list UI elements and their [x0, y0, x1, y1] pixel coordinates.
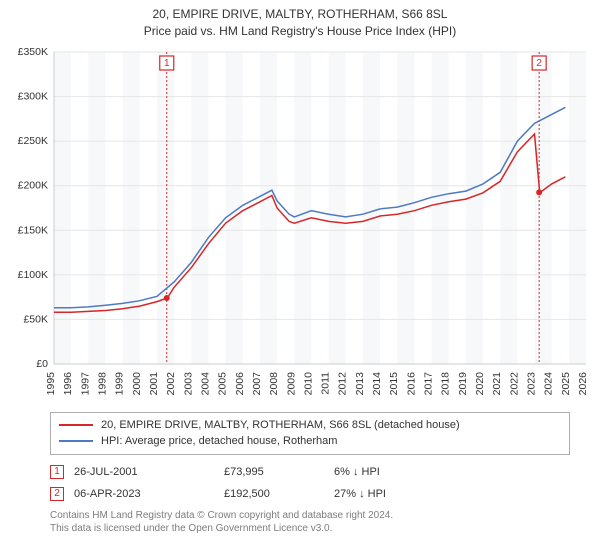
sales-table: 1 26-JUL-2001 £73,995 6% ↓ HPI 2 06-APR-2023 £…: [50, 465, 570, 501]
svg-text:2000: 2000: [131, 371, 143, 395]
svg-text:2014: 2014: [371, 371, 383, 395]
svg-text:2013: 2013: [354, 371, 366, 395]
svg-text:1995: 1995: [45, 371, 57, 395]
sale-hpi-diff: 6% ↓ HPI: [334, 466, 454, 478]
svg-text:2: 2: [536, 58, 542, 69]
svg-text:2022: 2022: [508, 371, 520, 395]
chart-subtitle: Price paid vs. HM Land Registry's House …: [6, 23, 594, 40]
legend-swatch: [59, 440, 93, 442]
svg-text:2018: 2018: [440, 371, 452, 395]
svg-text:1: 1: [164, 58, 170, 69]
svg-text:2015: 2015: [388, 371, 400, 395]
sale-date: 06-APR-2023: [74, 488, 214, 500]
sale-date: 26-JUL-2001: [74, 466, 214, 478]
svg-text:2004: 2004: [199, 371, 211, 395]
svg-text:£0: £0: [36, 358, 48, 370]
legend-box: 20, EMPIRE DRIVE, MALTBY, ROTHERHAM, S66…: [50, 412, 570, 455]
svg-text:2002: 2002: [165, 371, 177, 395]
svg-text:£50K: £50K: [23, 313, 48, 325]
svg-text:2026: 2026: [577, 371, 589, 395]
svg-text:1997: 1997: [79, 371, 91, 395]
sale-marker: 2: [50, 487, 64, 501]
svg-text:1996: 1996: [62, 371, 74, 395]
svg-text:2023: 2023: [526, 371, 538, 395]
chart-title-address: 20, EMPIRE DRIVE, MALTBY, ROTHERHAM, S66…: [6, 6, 594, 23]
price-chart: £0 £50K £100K £150K £200K £250K £300K £350K 1995…: [6, 46, 594, 406]
svg-text:1998: 1998: [96, 371, 108, 395]
svg-text:2010: 2010: [302, 371, 314, 395]
svg-text:2003: 2003: [182, 371, 194, 395]
svg-text:2005: 2005: [217, 371, 229, 395]
sale-row: 2 06-APR-2023 £192,500 27% ↓ HPI: [50, 487, 570, 501]
footer-line-2: This data is licensed under the Open Gov…: [50, 522, 570, 535]
legend-swatch: [59, 424, 93, 426]
svg-text:2025: 2025: [560, 371, 572, 395]
svg-text:£100K: £100K: [18, 268, 48, 280]
svg-text:2001: 2001: [148, 371, 160, 395]
sale-price: £192,500: [224, 488, 324, 500]
footer-line-1: Contains HM Land Registry data © Crown c…: [50, 509, 570, 522]
legend-item: 20, EMPIRE DRIVE, MALTBY, ROTHERHAM, S66…: [59, 417, 561, 434]
svg-text:2011: 2011: [320, 371, 332, 394]
svg-text:2016: 2016: [405, 371, 417, 395]
svg-text:2006: 2006: [234, 371, 246, 395]
svg-text:2019: 2019: [457, 371, 469, 395]
svg-text:2009: 2009: [285, 371, 297, 395]
svg-text:1999: 1999: [114, 371, 126, 395]
svg-text:2008: 2008: [268, 371, 280, 395]
attribution-footer: Contains HM Land Registry data © Crown c…: [50, 509, 570, 535]
sale-marker: 1: [50, 465, 64, 479]
sale-price: £73,995: [224, 466, 324, 478]
svg-text:2007: 2007: [251, 371, 263, 395]
sale-hpi-diff: 27% ↓ HPI: [334, 488, 454, 500]
svg-text:2012: 2012: [337, 371, 349, 395]
legend-label: HPI: Average price, detached house, Roth…: [101, 433, 337, 450]
svg-text:£150K: £150K: [18, 224, 48, 236]
svg-text:£350K: £350K: [18, 46, 48, 58]
svg-text:2020: 2020: [474, 371, 486, 395]
svg-text:2021: 2021: [491, 371, 503, 395]
svg-text:2024: 2024: [543, 371, 555, 395]
chart-title-block: 20, EMPIRE DRIVE, MALTBY, ROTHERHAM, S66…: [6, 6, 594, 40]
sale-row: 1 26-JUL-2001 £73,995 6% ↓ HPI: [50, 465, 570, 479]
svg-text:£300K: £300K: [18, 90, 48, 102]
svg-text:2017: 2017: [423, 371, 435, 395]
svg-text:£200K: £200K: [18, 179, 48, 191]
legend-label: 20, EMPIRE DRIVE, MALTBY, ROTHERHAM, S66…: [101, 417, 460, 434]
chart-svg: £0 £50K £100K £150K £200K £250K £300K £350K 1995…: [6, 46, 594, 406]
svg-text:£250K: £250K: [18, 135, 48, 147]
legend-item: HPI: Average price, detached house, Roth…: [59, 433, 561, 450]
